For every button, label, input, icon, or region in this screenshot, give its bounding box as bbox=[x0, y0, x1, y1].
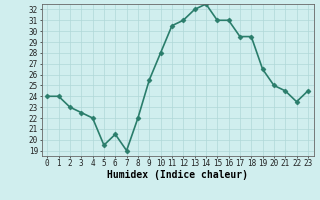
X-axis label: Humidex (Indice chaleur): Humidex (Indice chaleur) bbox=[107, 170, 248, 180]
